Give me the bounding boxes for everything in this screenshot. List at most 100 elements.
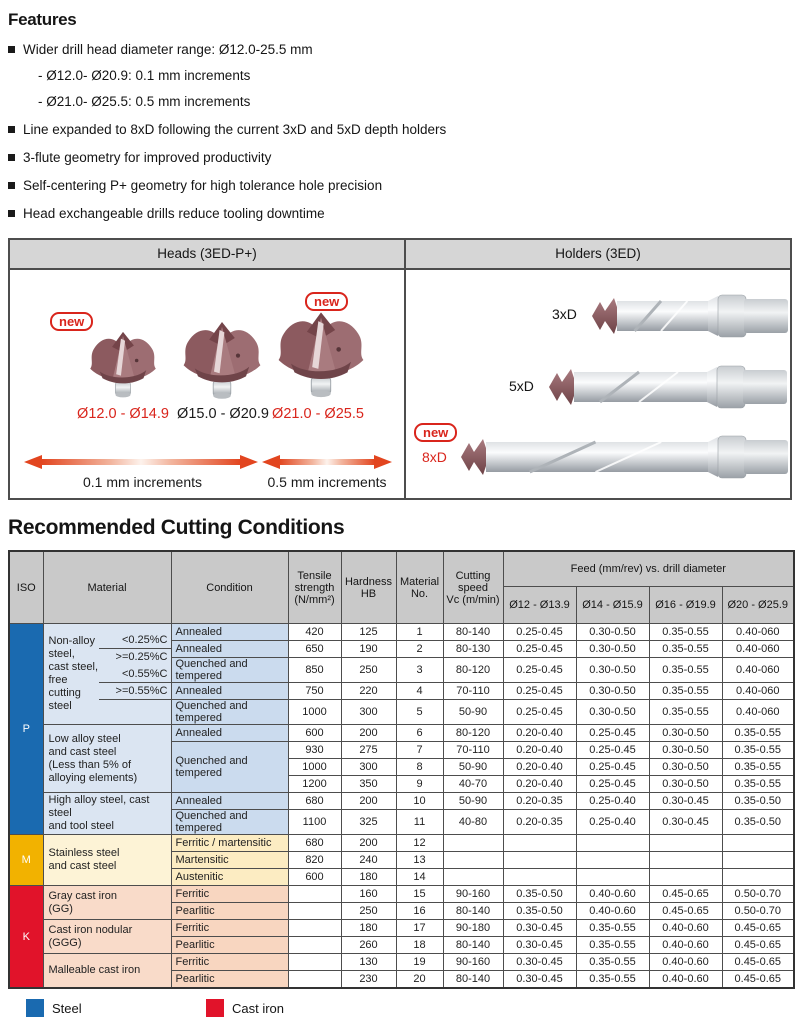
table-cell: 300 (340, 758, 397, 776)
table-cell: 1100 (287, 809, 342, 835)
carbon-content-label: <0.55%C (98, 666, 170, 683)
holder-depth-label: 8xD (422, 449, 447, 465)
table-cell (721, 868, 795, 886)
table-row: Malleable cast iron Ferritic 130 19 90-160 0.… (9, 953, 795, 989)
feature-subitem: - Ø12.0- Ø20.9: 0.1 mm increments (38, 68, 251, 83)
table-cell: 325 (340, 809, 397, 835)
increment-label: 0.1 mm increments (82, 474, 203, 490)
table-cell: 0.40-060 (721, 699, 795, 725)
table-cell: Quenched and tempered (170, 699, 289, 725)
table-cell: 0.40-0.60 (648, 936, 723, 954)
table-row: Cast iron nodular (GGG) Ferritic 180 17 90-1… (9, 919, 795, 954)
table-cell: 0.20-0.35 (502, 792, 577, 810)
table-cell: 90-160 (442, 885, 504, 903)
table-cell: 7 (395, 741, 444, 759)
table-cell: 930 (287, 741, 342, 759)
table-cell: 9 (395, 775, 444, 793)
table-row: Martensitic 820 240 13 (9, 851, 795, 869)
table-cell (575, 834, 650, 852)
feature-item: Self-centering P+ geometry for high tole… (8, 177, 792, 194)
table-cell: 680 (287, 792, 342, 810)
bullet-square-icon (8, 182, 15, 189)
table-cell: 0.30-0.50 (575, 640, 650, 658)
table-cell: 0.40-0.60 (648, 919, 723, 937)
col-header-feed-d20: Ø20 - Ø25.9 (721, 586, 795, 624)
table-cell: 125 (340, 623, 397, 641)
table-cell: 0.35-0.55 (721, 775, 795, 793)
col-header-cutting-speed: Cutting speed Vc (m/min) (442, 550, 504, 624)
table-cell: 0.45-0.65 (721, 936, 795, 954)
table-cell: 0.45-0.65 (721, 919, 795, 937)
feature-text: 3-flute geometry for improved productivi… (23, 150, 272, 165)
legend-item: Steel (26, 999, 206, 1017)
table-cell: 80-120 (442, 657, 504, 683)
table-cell: 0.40-0.60 (648, 953, 723, 971)
heads-panel: Heads (3ED-P+) new Ø12.0 - Ø14.9 Ø15.0 - Ø… (10, 240, 406, 498)
iso-color-legend: Steel Cast iron (26, 999, 792, 1017)
table-cell: 18 (395, 936, 444, 954)
feature-text: Head exchangeable drills reduce tooling … (23, 206, 325, 221)
table-cell: 11 (395, 809, 444, 835)
table-cell: 160 (340, 885, 397, 903)
table-cell: 220 (340, 682, 397, 700)
table-cell: 12 (395, 834, 444, 852)
table-cell: 0.35-0.55 (575, 936, 650, 954)
table-cell: 190 (340, 640, 397, 658)
col-header-iso: ISO (8, 550, 44, 624)
table-cell: Malleable cast iron (42, 953, 172, 989)
table-cell: Annealed (170, 623, 289, 641)
table-cell: 90-180 (442, 919, 504, 937)
new-badge: new (50, 312, 94, 331)
col-header-feed-d14: Ø14 - Ø15.9 (575, 586, 650, 624)
table-cell (648, 868, 723, 886)
table-cell: Non-alloy steel, cast steel, free cuttin… (42, 623, 172, 725)
table-cell: 2 (395, 640, 444, 658)
table-cell: Pearlitic (170, 902, 289, 920)
table-cell: Pearlitic (170, 936, 289, 954)
carbon-content-label: <0.25%C (98, 632, 170, 649)
table-row: 1000 300 8 50-90 0.20-0.40 0.25-0.45 0.30-0.50… (9, 758, 795, 776)
carbon-content-column: <0.25%C >=0.25%C <0.55%C >=0.55%C (98, 632, 171, 717)
carbon-content-label: >=0.25%C (115, 651, 168, 663)
table-cell: 230 (340, 970, 397, 989)
table-row: Annealed 650 190 2 80-130 0.25-0.45 0.30-0.50 0… (9, 640, 795, 658)
table-cell: 15 (395, 885, 444, 903)
table-cell: 0.35-0.55 (721, 741, 795, 759)
legend-color-swatch (206, 999, 224, 1017)
table-cell: 0.30-0.45 (648, 792, 723, 810)
col-header-tensile: Tensile strength (N/mm²) (287, 550, 342, 624)
table-cell: 80-140 (442, 623, 504, 641)
legend-label: Steel (52, 1000, 82, 1016)
head-diameter-label: Ø12.0 - Ø14.9 (77, 406, 169, 422)
table-cell (502, 868, 577, 886)
table-cell: 0.25-0.45 (502, 623, 577, 641)
feature-text: Self-centering P+ geometry for high tole… (23, 178, 383, 193)
table-row: Low alloy steel and cast steel (Less tha… (9, 724, 795, 793)
table-cell: 80-120 (442, 724, 504, 742)
table-cell: 600 (287, 724, 342, 742)
col-header-feed-group: Feed (mm/rev) vs. drill diameter (502, 550, 795, 587)
table-cell: 0.30-0.45 (502, 970, 577, 989)
table-cell (575, 868, 650, 886)
bullet-square-icon (8, 210, 15, 217)
table-cell (721, 834, 795, 852)
table-row: K Gray cast iron (GG) Ferritic 160 15 90-160 0… (8, 885, 795, 989)
table-cell: 0.30-0.45 (502, 953, 577, 971)
col-header-feed-d12: Ø12 - Ø13.9 (502, 586, 577, 624)
table-cell: 8 (395, 758, 444, 776)
product-diagram: Heads (3ED-P+) new Ø12.0 - Ø14.9 Ø15.0 - Ø… (8, 238, 792, 500)
head-diameter-label: Ø21.0 - Ø25.5 (272, 406, 364, 422)
table-cell: 0.30-0.45 (502, 919, 577, 937)
table-cell: 0.30-0.45 (502, 936, 577, 954)
table-row: Pearlitic 230 20 80-140 0.30-0.45 0.35-0.55 0.… (9, 970, 795, 989)
table-cell: 17 (395, 919, 444, 937)
carbon-content-label (99, 700, 171, 717)
col-header-material-no: Material No. (395, 550, 444, 624)
table-cell (502, 851, 577, 869)
table-cell: Gray cast iron (GG) (42, 885, 172, 920)
table-cell: 180 (340, 919, 397, 937)
table-row: Quenched and tempered 930 275 7 70-110 0.20-0… (9, 741, 795, 793)
table-cell: 0.45-0.65 (648, 885, 723, 903)
table-cell: 300 (340, 699, 397, 725)
